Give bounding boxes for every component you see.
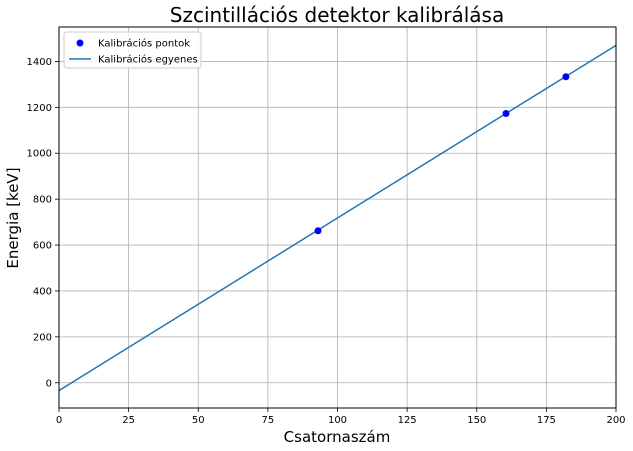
grid (58, 27, 617, 408)
x-tick-label: 175 (537, 415, 556, 426)
x-tick-label: 25 (122, 415, 135, 426)
y-axis-title: Energia [keV] (4, 167, 22, 268)
y-tick-label: 1400 (27, 57, 52, 68)
legend-label: Kalibrációs egyenes (98, 54, 198, 66)
x-tick-label: 50 (192, 415, 205, 426)
legend-marker-points (76, 39, 84, 47)
x-tick-label: 100 (328, 415, 347, 426)
y-tick-label: 200 (33, 332, 52, 343)
y-tick-label: 0 (46, 378, 52, 389)
calibration-line (58, 44, 617, 392)
x-tick-label: 125 (398, 415, 417, 426)
calibration-point (502, 110, 510, 118)
x-axis-title: Csatornaszám (284, 428, 391, 446)
y-tick-label: 1200 (27, 103, 52, 114)
legend-label: Kalibrációs pontok (98, 38, 190, 50)
legend: Kalibrációs pontok Kalibrációs egyenes (63, 31, 202, 69)
x-tick-label: 0 (56, 415, 62, 426)
series-layer (58, 44, 617, 392)
x-tick-label: 75 (262, 415, 275, 426)
y-tick-label: 1000 (27, 149, 52, 160)
calibration-point (562, 73, 570, 81)
calibration-point (314, 227, 322, 235)
y-tick-label: 400 (33, 286, 52, 297)
y-tick-label: 600 (33, 241, 52, 252)
ticks: 0 25 50 75 100 125 150 175 200 0 200 400 600 800 1000 1… (27, 57, 626, 426)
x-tick-label: 150 (467, 415, 486, 426)
x-tick-label: 200 (606, 415, 625, 426)
chart-title: Szcintillációs detektor kalibrálása (170, 3, 504, 27)
y-tick-label: 800 (33, 195, 52, 206)
legend-box (63, 31, 202, 69)
